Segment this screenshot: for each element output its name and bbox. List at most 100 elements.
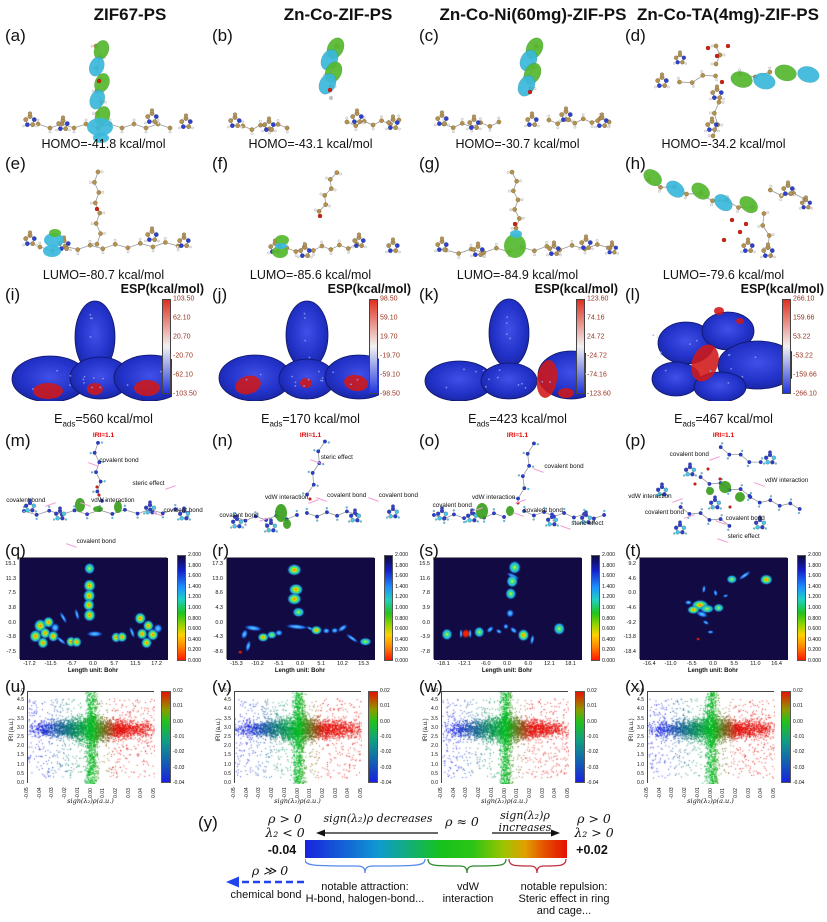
heatmap-x-label: Length unit: Bohr [687,668,739,674]
esp-colorbar-ticks: 123.60 74.16 24.72 -24.72 -74.16 -123.60 [587,295,611,398]
panel-v: (v) IRI (a.u.) 5.0 4.5 4.0 3.5 3.0 2.5 2.0 1.5 1… [207,677,414,811]
scatter-colorbar-ticks: 0.02 0.01 0.00 -0.01 -0.02 -0.03 -0.04 [587,688,599,786]
panel-label-n: (n) [212,431,233,450]
panel-label-x: (x) [625,677,645,696]
iri-annotation: covalent bond [327,491,367,499]
esp-colorbar-ticks: 103.50 62.10 20.70 -20.70 -62.10 -103.50 [173,295,197,398]
panel-e: (e) LUMO=-80.7 kcal/mol [0,152,207,283]
scatter-colorbar-ticks: 0.02 0.01 0.00 -0.01 -0.02 -0.03 -0.04 [793,688,805,786]
iri-molecule-graphic [230,439,400,533]
scatter-plot [234,691,362,784]
eads-caption: Eads=423 kcal/mol [468,411,567,429]
scatter-colorbar [161,691,171,783]
heatmap-plot [19,557,168,660]
panel-label-k: (k) [419,285,439,304]
iri-annotation: covalent bond [219,511,259,519]
iri-annotation: covalent bond [725,515,765,523]
legend-repulsion-3: and cage... [536,905,592,917]
legend-increases-text-2: increases [498,821,552,834]
scatter-y-ticks: 5.0 4.5 4.0 3.5 3.0 2.5 2.0 1.5 1.0 0.5 0.0 [637,688,644,786]
panel-l: (l) ESP(kcal/mol) 266.10 159.66 53.22 -53.2… [620,282,827,429]
esp-colorbar-ticks: 266.10 159.66 53.22 -53.22 -159.66 -266.10 [793,295,817,398]
heatmap-plot [226,557,375,660]
panel-label-p: (p) [625,431,646,450]
panel-j: (j) ESP(kcal/mol) 98.50 59.10 19.70 -19.70-… [207,282,414,429]
scatter-colorbar-ticks: 0.02 0.01 0.00 -0.01 -0.02 -0.03 -0.04 [380,688,392,786]
esp-colorbar-ticks: 98.50 59.10 19.70 -19.70 -59.10 -98.50 [380,295,400,398]
lumo-caption: LUMO=-85.6 kcal/mol [249,268,372,282]
scatter-x-ticks: -0.05 -0.04 -0.03 -0.02 -0.01 0.00 0.01 0.02 0.0… [24,787,157,799]
legend-bar-min: -0.04 [267,843,297,857]
scatter-y-ticks: 5.0 4.5 4.0 3.5 3.0 2.5 2.0 1.5 1.0 0.5 0.0 [431,688,438,786]
legend-rho-much-greater: ρ ≫ 0 [251,863,289,878]
homo-caption: HOMO=-30.7 kcal/mol [455,137,580,151]
lumo-row: (e) LUMO=-80.7 kcal/mol (f) LUMO=-85.6 k… [0,152,827,283]
panel-label-o: (o) [419,431,440,450]
brace-icons [305,858,567,874]
iri-molecule-graphic [22,440,191,521]
heatmap-colorbar [177,555,186,661]
molecule-orbital-graphic [267,170,401,259]
scatter-x-ticks: -0.05 -0.04 -0.03 -0.02 -0.01 0.00 0.01 0.02 0.0… [438,787,571,799]
iri-annotation: covalent bond [523,506,563,514]
heatmap-y-ticks: 9.2 4.6 0.0 -4.6 -9.2 -13.8 -18.4 [623,561,636,655]
heatmap-colorbar [591,555,600,661]
panel-n: (n) IRI=1.1 steric effect covalent bond … [207,429,418,547]
legend-attraction-1: notable attraction: [321,881,409,893]
legend-lambda-negative: λ₂ < 0 [265,825,305,840]
homo-caption: HOMO=-34.2 kcal/mol [661,137,786,151]
esp-colorbar-title: ESP(kcal/mol) [534,282,618,296]
panel-label-g: (g) [419,154,440,173]
esp-colorbar [576,299,585,394]
scatter-colorbar [368,691,378,783]
homo-caption: HOMO=-43.1 kcal/mol [248,137,373,151]
scatter-x-label: sign(λ₂)ρ(a.u.) [67,797,114,805]
iri-annotation: steric effect [571,519,604,527]
panel-label-f: (f) [212,154,229,173]
iri-annotation: steric effect [132,479,165,487]
panel-p: (p) IRI=1.1 covalent bond vdW interactio… [620,429,827,547]
molecule-orbital-graphic [654,43,820,139]
legend-bar-max: +0.02 [576,843,608,857]
heatmap-plot [639,557,788,660]
heatmap-x-ticks: -15.3 -10.2 -5.1 0.0 5.1 10.2 15.3 [230,661,369,667]
iri-annotation: covalent bond [669,451,709,459]
heatmap-y-ticks: 15.5 11.6 7.8 3.9 0.0 -3.9 -7.8 [419,561,430,655]
esp-surface-graphic [218,300,379,401]
heatmap-colorbar [797,555,806,661]
esp-colorbar-title: ESP(kcal/mol) [327,282,411,296]
legend-attraction-2: H-bond, halogen-bond... [305,893,425,905]
legend-panel: (y) ρ > 0 λ₂ < 0 sign(λ₂)ρ decreases ρ ≈… [0,809,827,922]
heatmap-colorbar-ticks: 2.000 1.800 1.600 1.400 1.200 1.000 0.800 0.600… [395,552,408,664]
scatter-x-ticks: -0.05 -0.04 -0.03 -0.02 -0.01 0.00 0.01 0.02 0.0… [231,787,364,799]
panel-k: (k) ESP(kcal/mol) 123.60 74.16 24.72 -24.72… [414,282,621,429]
heatmap-colorbar [384,555,393,661]
panel-label-l: (l) [625,285,641,304]
panel-label-h: (h) [625,154,646,173]
heatmap-colorbar-ticks: 2.000 1.800 1.600 1.400 1.200 1.000 0.800 0.600… [188,552,201,664]
esp-row: (i) ESP(kcal/mol) 103.50 62.10 20.70 -20.70… [0,282,827,429]
iri-isovalue-tag: IRI=1.1 [299,432,322,439]
legend-rho-positive-left: ρ > 0 [268,811,302,826]
panel-label-s: (s) [419,541,439,560]
panel-x: (x) IRI (a.u.) 5.0 4.5 4.0 3.5 3.0 2.5 2.0 1.5 1… [620,677,827,811]
panel-label-e: (e) [5,154,26,173]
iri-isovalue-tag: IRI=1.1 [92,432,115,439]
iri-annotation: vdW interaction [91,497,135,505]
legend-chemical-bond: chemical bond [230,889,302,901]
iri-isovalue-tag: IRI=1.1 [506,432,529,439]
eads-caption: Eads=467 kcal/mol [674,411,773,429]
column-title-zif67: ZIF67-PS [93,5,167,24]
panel-label-t: (t) [625,541,642,560]
panel-label-v: (v) [212,677,232,696]
iri-annotation: covalent bond [544,463,584,471]
iri-molecule-graphic [655,442,802,535]
panel-r: (r) 17.3 13.0 8.6 4.3 0.0 -4.3 -8.6 -15.3 -10.2… [207,541,414,683]
scatter-plot [647,691,775,784]
scatter-colorbar-ticks: 0.02 0.01 0.00 -0.01 -0.02 -0.03 -0.04 [173,688,185,786]
panel-label-c: (c) [419,26,439,45]
iri-annotation: covalent bond [432,502,472,510]
heatmap-plot [433,557,582,660]
column-title-znconi: Zn-Co-Ni(60mg)-ZIF-PS [439,5,627,24]
panel-g: (g) LUMO=-84.9 kcal/mol [414,152,621,283]
